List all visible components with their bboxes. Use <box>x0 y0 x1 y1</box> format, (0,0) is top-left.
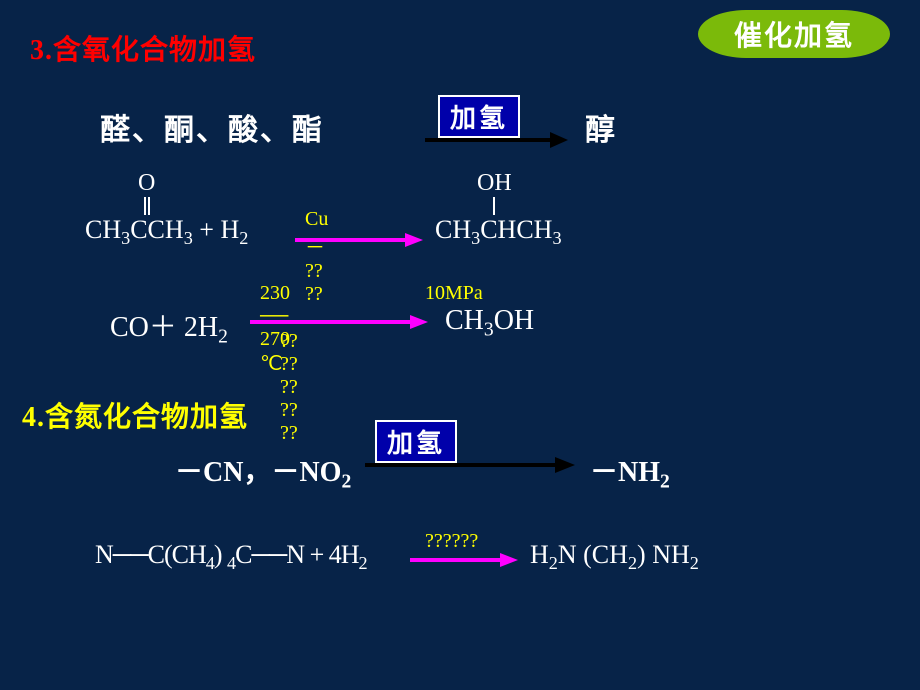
eq1-dbond <box>144 197 150 215</box>
eq1-sbond <box>493 197 495 215</box>
eq1-left-a: CH3 <box>85 215 130 244</box>
arrow-magenta-1 <box>295 230 425 250</box>
eq1-plus-h: + H2 <box>193 215 249 244</box>
eq1-over-O: O <box>138 170 155 215</box>
eq2-left-co: CO＋ <box>110 312 177 343</box>
row-oxy-arrow-group: 加氢 <box>420 100 570 155</box>
row-oxy-tag: 加氢 <box>438 95 520 138</box>
eq1-right-a: CH3 <box>435 215 480 244</box>
row-n-right: －NH2 <box>590 450 670 494</box>
arrow-magenta-2 <box>250 312 430 332</box>
eq2-left-h: 2H2 <box>177 312 228 343</box>
eq1-left-b: CCH3 <box>130 215 193 244</box>
row-oxy-right-text: 醇 <box>585 105 615 149</box>
section-3-title: 3.含氧化合物加氢 <box>30 28 256 68</box>
row-n-tag: 加氢 <box>375 420 457 463</box>
section-4-title: 4.含氮化合物加氢 <box>22 395 248 435</box>
row-nitrogen: －CN，－NO2 <box>175 450 351 494</box>
row-n-left: －CN，－NO2 <box>175 457 351 488</box>
eq2-right: CH3OH <box>445 305 534 336</box>
row-n-right-text: －NH2 <box>590 457 670 488</box>
row-oxy-left: 醛、酮、酸、酯 <box>100 105 324 149</box>
eq2-cond-bot: ?? ?? ?? ?? ?? <box>280 330 298 445</box>
row-n-arrow-group: 加氢 <box>360 420 580 480</box>
badge-catalytic: 催化加氢 <box>698 10 890 58</box>
row-oxy: 醛、酮、酸、酯 <box>100 105 324 149</box>
eq3-right: H2N (CH2) NH2 <box>530 540 699 569</box>
eq1-O: O <box>138 170 155 196</box>
arrow-magenta-3 <box>410 550 520 570</box>
eq1-over-OH: OH <box>477 170 512 215</box>
eq1-cond: Cu－ ?? ?? <box>305 208 328 306</box>
row-oxy-right: 醇 <box>585 105 615 149</box>
eq3-left: N──C(CH4) 4C──N + 4H2 <box>95 540 367 569</box>
eq1-right-b: CHCH3 <box>480 215 561 244</box>
eq2-cond-top2: 10MPa <box>425 282 483 305</box>
eq1-OH: OH <box>477 170 512 196</box>
